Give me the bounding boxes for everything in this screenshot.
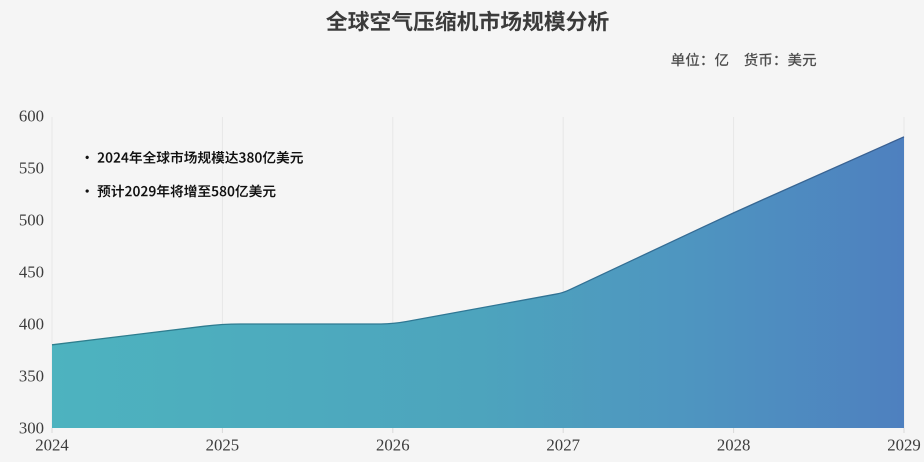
svg-text:2025: 2025 bbox=[206, 436, 240, 455]
svg-text:600: 600 bbox=[19, 107, 44, 126]
svg-text:400: 400 bbox=[19, 315, 44, 334]
svg-text:550: 550 bbox=[19, 159, 44, 178]
svg-text:300: 300 bbox=[19, 419, 44, 438]
svg-text:2024: 2024 bbox=[35, 436, 69, 455]
svg-text:2028: 2028 bbox=[717, 436, 751, 455]
svg-text:450: 450 bbox=[19, 263, 44, 282]
svg-text:2027: 2027 bbox=[546, 436, 580, 455]
svg-text:500: 500 bbox=[19, 211, 44, 230]
svg-text:2026: 2026 bbox=[376, 436, 410, 455]
svg-text:2029: 2029 bbox=[887, 436, 921, 455]
svg-text:350: 350 bbox=[19, 367, 44, 386]
